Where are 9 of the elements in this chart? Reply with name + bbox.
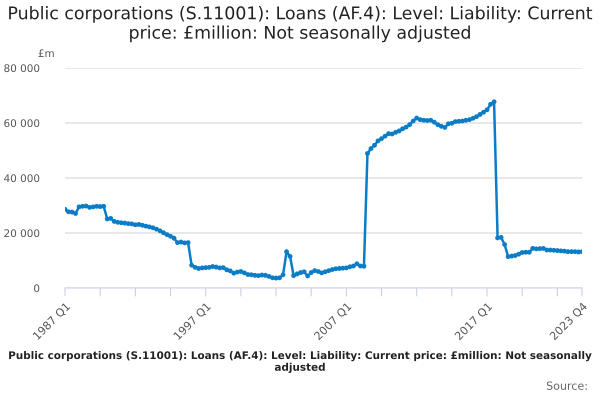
y-tick-label: 80 000: [4, 64, 40, 72]
y-axis-title: £m: [38, 49, 54, 58]
source-note: Source:: [546, 381, 587, 390]
text: Public corporations (S.11001): Loans (AF.4): Level: Liability: Current price: £million: Not seasonally adjusted: [9, 351, 592, 373]
y-tick-label: 60 000: [4, 119, 40, 128]
chart-title: Public corporations (S.11001): Loans (AF.4): Level: Liability: Current price: £million: Not seasonally adjusted: [9, 6, 592, 42]
y-tick-label: 40 000: [4, 174, 40, 182]
y-tick-label: 20 000: [4, 229, 40, 238]
y-tick-label: 0: [34, 284, 40, 292]
